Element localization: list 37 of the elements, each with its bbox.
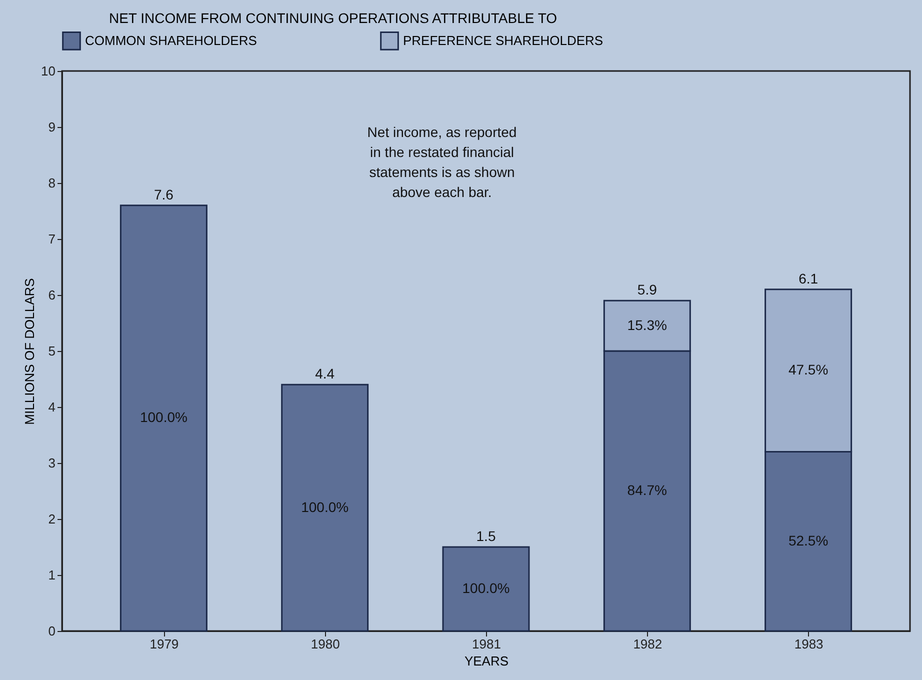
y-tick-label: 0 [48,624,56,638]
x-tick-label: 1979 [150,636,179,652]
x-tick-label: 1980 [310,636,340,652]
bar [281,384,369,632]
annotation: Net income, as reported in the restated financial statements is as shown above each bar. [367,124,517,200]
bar [442,546,530,632]
y-tick-label: 5 [48,344,56,358]
y-tick-label: 2 [48,512,56,526]
y-tick-label: 1 [48,568,56,582]
annotation: 100.0% [462,580,510,596]
total-label: 1.5 [476,528,496,544]
annotation: 47.5% [788,362,828,378]
y-tick-label: 6 [48,288,56,302]
y-tick-label: 3 [48,456,56,470]
x-tick-label: 1983 [794,636,824,652]
y-axis-title: MILLIONS OF DOLLARS [22,278,38,425]
legend-title: NET INCOME FROM CONTINUING OPERATIONS ATTRIBUTABLE TO [108,10,558,26]
y-tick-label: 10 [41,64,56,78]
y-tick-label: 4 [48,400,56,414]
x-tick-label: 1982 [633,636,662,652]
y-tick-label: 9 [48,120,56,134]
annotation: 84.7% [627,482,668,498]
total-label: 6.1 [798,270,818,286]
x-tick-label: 1981 [472,636,501,652]
total-label: 7.6 [154,186,174,202]
bar [120,204,208,632]
legend-label: PREFERENCE SHAREHOLDERS [403,32,604,48]
total-label: 5.9 [637,282,658,298]
y-tick-label: 8 [48,176,56,190]
annotation: 100.0% [140,409,188,426]
annotation: 52.5% [788,532,828,548]
x-axis-title: YEARS [464,654,509,668]
total-label: 4.4 [315,366,335,382]
y-tick-label: 7 [48,232,56,246]
annotation: 100.0% [301,498,349,515]
annotation: 15.3% [627,316,668,333]
legend-label: COMMON SHAREHOLDERS [85,32,258,48]
